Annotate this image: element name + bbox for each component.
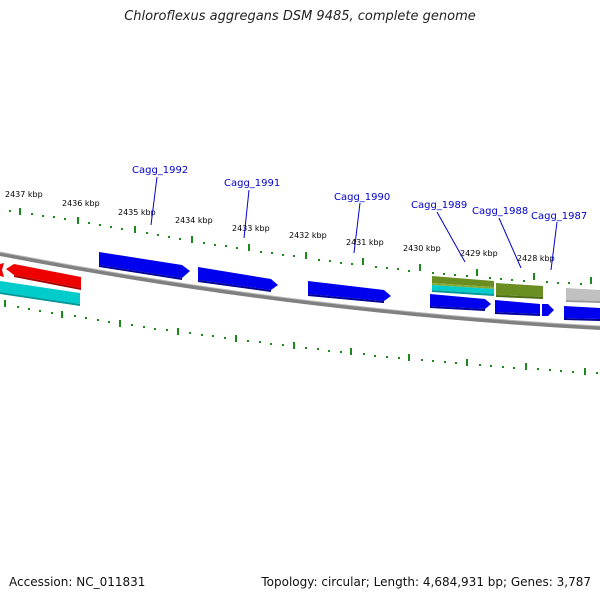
inner-scale-ticks: [4, 300, 598, 375]
gene-label-cagg-1990[interactable]: Cagg_1990: [334, 192, 390, 203]
outer-scale-ticks: [9, 208, 592, 285]
gene-feature-grey[interactable]: [566, 288, 600, 303]
gene-label-cagg-1992[interactable]: Cagg_1992: [132, 165, 188, 176]
gene-feature-cagg-1988-olive[interactable]: [496, 283, 543, 299]
gene-feature-cagg-1991[interactable]: [198, 267, 278, 292]
gene-feature-blue-edge[interactable]: [564, 306, 600, 321]
gene-labels: Cagg_1992 Cagg_1991 Cagg_1990 Cagg_1989 …: [132, 165, 587, 222]
genome-backbone: [0, 252, 600, 330]
scale-label: 2432 kbp: [289, 231, 327, 240]
gene-label-leaders: [150, 176, 558, 271]
gene-label-cagg-1987[interactable]: Cagg_1987: [531, 211, 587, 222]
gene-feature-cagg-1990[interactable]: [308, 281, 391, 303]
gene-feature-cyan[interactable]: [0, 281, 80, 306]
scale-label: 2434 kbp: [175, 216, 213, 225]
gene-feature-cagg-1989[interactable]: [430, 294, 491, 311]
gene-feature-cagg-1988[interactable]: [495, 300, 540, 316]
gene-feature-cagg-1989-upper[interactable]: [432, 276, 494, 296]
scale-label: 2429 kbp: [460, 249, 498, 258]
scale-label: 2431 kbp: [346, 238, 384, 247]
gene-label-cagg-1988[interactable]: Cagg_1988: [472, 206, 528, 217]
genome-summary-text: Topology: circular; Length: 4,684,931 bp…: [261, 575, 591, 589]
scale-label: 2428 kbp: [517, 254, 555, 263]
scale-labels: 2437 kbp 2436 kbp 2435 kbp 2434 kbp 2433…: [5, 190, 555, 263]
accession-text: Accession: NC_011831: [9, 575, 146, 589]
gene-feature-red[interactable]: [0, 263, 81, 290]
genome-title: Chloroflexus aggregans DSM 9485, complet…: [124, 9, 476, 24]
gene-label-cagg-1989[interactable]: Cagg_1989: [411, 200, 467, 211]
scale-label: 2430 kbp: [403, 244, 441, 253]
gene-feature-cagg-1992[interactable]: [99, 252, 190, 280]
gene-label-cagg-1991[interactable]: Cagg_1991: [224, 178, 280, 189]
scale-label: 2433 kbp: [232, 224, 270, 233]
scale-label: 2436 kbp: [62, 199, 100, 208]
scale-label: 2437 kbp: [5, 190, 43, 199]
gene-feature-cagg-1987[interactable]: [542, 304, 554, 316]
scale-label: 2435 kbp: [118, 208, 156, 217]
